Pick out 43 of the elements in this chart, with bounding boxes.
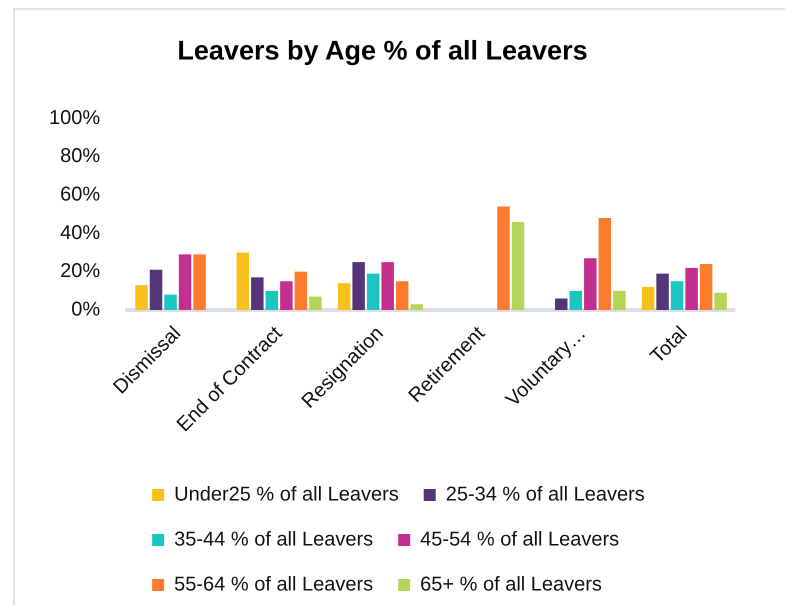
bar: [294, 272, 308, 310]
bar: [570, 290, 582, 310]
bar: [236, 252, 250, 310]
bar: [396, 281, 408, 310]
bar: [309, 296, 322, 310]
bar: [150, 270, 162, 310]
bar: [178, 254, 192, 310]
bar: [642, 287, 654, 310]
bar: [381, 262, 394, 310]
y-tick-label: 60%: [60, 184, 100, 206]
y-tick-label: 100%: [48, 106, 100, 129]
legend-label: 35-44 % of all Leavers: [174, 528, 374, 551]
bar: [251, 277, 264, 310]
y-tick-label: 40%: [60, 222, 100, 244]
legend-label: 55-64 % of all Leavers: [174, 574, 374, 596]
bar: [613, 290, 626, 310]
bar: [338, 283, 350, 310]
bar: [266, 290, 278, 310]
bar: [512, 222, 524, 310]
legend-label: 65+ % of all Leavers: [420, 574, 602, 596]
bar: [280, 281, 293, 310]
bar: [497, 206, 510, 310]
legend-label: 25-34 % of all Leavers: [446, 484, 645, 506]
bar: [410, 304, 423, 310]
legend-label: Under25 % of all Leavers: [174, 484, 399, 506]
y-tick-label: 0%: [71, 298, 100, 321]
bar: [714, 292, 727, 310]
bar: [584, 258, 597, 310]
bar: [670, 281, 684, 310]
y-tick-label: 80%: [60, 145, 100, 168]
bar: [164, 294, 177, 310]
bar: [598, 218, 612, 310]
bar: [193, 254, 206, 310]
bar: [685, 268, 698, 310]
chart-title: Leavers by Age % of all Leavers: [177, 36, 588, 66]
bar: [135, 285, 148, 310]
bar: [555, 298, 568, 310]
bar: [656, 274, 669, 310]
bar: [352, 262, 365, 310]
y-tick-label: 20%: [60, 260, 100, 282]
bar: [366, 274, 380, 310]
bar: [700, 264, 712, 310]
legend-label: 45-54 % of all Leavers: [420, 528, 620, 551]
